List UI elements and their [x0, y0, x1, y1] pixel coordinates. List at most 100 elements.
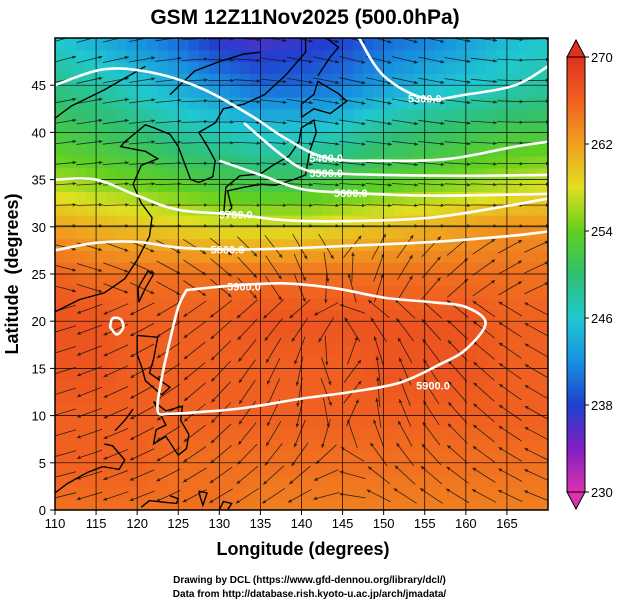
- credits-drawing: Drawing by DCL (https://www.gfd-dennou.o…: [0, 575, 619, 586]
- field-cell: [497, 180, 508, 192]
- field-cell: [137, 97, 148, 109]
- contour-label: 5600.0: [334, 188, 368, 200]
- field-cell: [209, 180, 220, 192]
- field-cell: [517, 345, 528, 357]
- field-cell: [250, 62, 261, 74]
- field-cell: [425, 321, 436, 333]
- field-cell: [302, 333, 313, 345]
- field-cell: [281, 416, 292, 428]
- field-cell: [476, 156, 487, 168]
- field-cell: [199, 321, 210, 333]
- field-cell: [230, 475, 241, 487]
- field-cell: [271, 451, 282, 463]
- field-cell: [486, 180, 497, 192]
- field-cell: [497, 451, 508, 463]
- field-cell: [86, 486, 97, 498]
- field-cell: [260, 345, 271, 357]
- field-cell: [527, 333, 538, 345]
- field-cell: [291, 85, 302, 97]
- field-cell: [65, 121, 76, 133]
- field-cell: [435, 180, 446, 192]
- field-cell: [332, 262, 343, 274]
- field-cell: [445, 50, 456, 62]
- field-cell: [147, 486, 158, 498]
- field-cell: [435, 309, 446, 321]
- field-cell: [76, 286, 87, 298]
- field-cell: [271, 227, 282, 239]
- field-cell: [332, 380, 343, 392]
- field-cell: [517, 451, 528, 463]
- x-tick-label: 155: [414, 516, 436, 531]
- field-cell: [271, 109, 282, 121]
- colorbar-max-arrow: [567, 40, 585, 57]
- field-cell: [538, 97, 549, 109]
- field-cell: [435, 50, 446, 62]
- field-cell: [219, 439, 230, 451]
- field-cell: [127, 486, 138, 498]
- field-cell: [137, 180, 148, 192]
- field-cell: [168, 392, 179, 404]
- field-cell: [219, 486, 230, 498]
- chart-title: GSM 12Z11Nov2025 (500.0hPa): [150, 6, 459, 29]
- field-cell: [517, 309, 528, 321]
- field-cell: [322, 486, 333, 498]
- field-cell: [394, 498, 405, 510]
- field-cell: [199, 274, 210, 286]
- field-cell: [435, 109, 446, 121]
- field-cell: [414, 451, 425, 463]
- field-cell: [445, 121, 456, 133]
- field-cell: [322, 333, 333, 345]
- field-cell: [65, 50, 76, 62]
- field-cell: [527, 250, 538, 262]
- field-cell: [96, 250, 107, 262]
- field-cell: [527, 404, 538, 416]
- field-cell: [260, 227, 271, 239]
- field-cell: [486, 345, 497, 357]
- wind-arrow-head: [51, 310, 55, 313]
- field-cell: [322, 227, 333, 239]
- x-tick-label: 165: [496, 516, 518, 531]
- field-cell: [497, 498, 508, 510]
- field-cell: [363, 416, 374, 428]
- field-cell: [363, 227, 374, 239]
- field-cell: [199, 333, 210, 345]
- field-cell: [507, 180, 518, 192]
- field-cell: [353, 262, 364, 274]
- field-cell: [456, 109, 467, 121]
- field-cell: [456, 227, 467, 239]
- field-cell: [230, 486, 241, 498]
- field-cell: [538, 357, 549, 369]
- field-cell: [414, 404, 425, 416]
- field-cell: [435, 427, 446, 439]
- wind-arrow-head: [51, 352, 55, 355]
- field-cell: [230, 298, 241, 310]
- field-cell: [476, 239, 487, 251]
- field-cell: [106, 168, 117, 180]
- field-cell: [414, 333, 425, 345]
- field-cell: [373, 227, 384, 239]
- field-cell: [394, 451, 405, 463]
- field-cell: [527, 298, 538, 310]
- field-cell: [486, 439, 497, 451]
- field-cell: [384, 309, 395, 321]
- field-cell: [527, 475, 538, 487]
- field-cell: [65, 274, 76, 286]
- field-cell: [425, 427, 436, 439]
- field-cell: [158, 298, 169, 310]
- field-cell: [65, 250, 76, 262]
- field-cell: [106, 97, 117, 109]
- field-cell: [527, 144, 538, 156]
- field-cell: [219, 109, 230, 121]
- field-cell: [189, 439, 200, 451]
- field-cell: [435, 321, 446, 333]
- field-cell: [250, 451, 261, 463]
- field-cell: [65, 109, 76, 121]
- field-cell: [343, 498, 354, 510]
- field-cell: [178, 427, 189, 439]
- field-cell: [96, 168, 107, 180]
- field-cell: [76, 357, 87, 369]
- field-cell: [65, 144, 76, 156]
- field-cell: [384, 286, 395, 298]
- field-cell: [466, 286, 477, 298]
- field-cell: [65, 475, 76, 487]
